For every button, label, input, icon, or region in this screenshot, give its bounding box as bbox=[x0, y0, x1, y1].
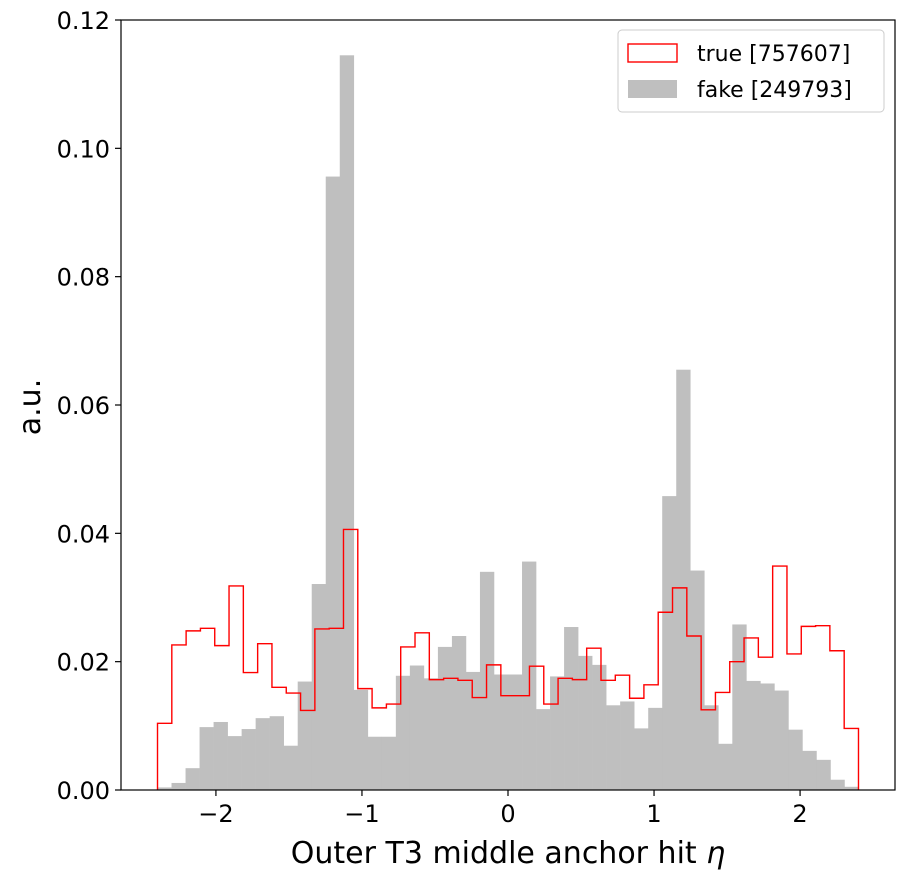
fake-bar bbox=[816, 759, 831, 790]
y-tick-label: 0.04 bbox=[57, 520, 110, 548]
legend-label-true: true [757607] bbox=[697, 42, 850, 67]
fake-bar bbox=[171, 782, 186, 790]
fake-bar bbox=[536, 709, 551, 790]
fake-bar bbox=[227, 736, 242, 790]
fake-bar bbox=[704, 705, 719, 790]
x-tick-label: 1 bbox=[646, 800, 661, 828]
fake-bar bbox=[395, 675, 411, 790]
x-tick-label: 2 bbox=[792, 800, 807, 828]
legend-label-fake: fake [249793] bbox=[697, 78, 852, 103]
fake-bar bbox=[606, 705, 621, 790]
fake-bar bbox=[255, 718, 270, 790]
x-axis-title: Outer T3 middle anchor hit η bbox=[291, 836, 725, 871]
fake-bar bbox=[423, 678, 439, 790]
x-tick-label: −1 bbox=[344, 800, 379, 828]
legend-swatch-true bbox=[627, 43, 678, 63]
fake-bar bbox=[662, 496, 677, 790]
fake-bar bbox=[325, 176, 341, 791]
fake-bar bbox=[465, 671, 481, 790]
fake-bar bbox=[690, 570, 705, 790]
fake-bar bbox=[718, 743, 733, 790]
y-axis-ticks: 0.00 0.02 0.04 0.06 0.08 0.10 0.12 bbox=[57, 7, 121, 805]
fake-bar bbox=[578, 655, 593, 790]
fake-bar bbox=[830, 779, 845, 790]
fake-bar bbox=[788, 729, 803, 790]
y-tick-label: 0.08 bbox=[57, 264, 110, 292]
fake-bar bbox=[157, 787, 172, 790]
legend-swatch-fake bbox=[628, 80, 677, 98]
fake-bar bbox=[367, 736, 383, 790]
fake-bar bbox=[283, 745, 299, 790]
y-tick-label: 0.00 bbox=[57, 777, 110, 805]
fake-bar bbox=[760, 683, 775, 790]
fake-bar bbox=[311, 584, 327, 790]
fake-bar bbox=[269, 716, 284, 790]
fake-bar bbox=[185, 768, 200, 790]
fake-bar bbox=[339, 55, 355, 790]
legend-box bbox=[617, 29, 885, 113]
y-tick-label: 0.12 bbox=[57, 7, 110, 35]
fake-bar bbox=[437, 646, 453, 790]
fake-bar bbox=[297, 681, 313, 790]
fake-bars bbox=[157, 55, 859, 791]
fake-bar bbox=[620, 701, 635, 790]
y-tick-label: 0.02 bbox=[57, 649, 110, 677]
fake-bar bbox=[353, 689, 369, 790]
y-tick-label: 0.10 bbox=[57, 135, 110, 163]
x-axis-ticks: −2 −1 0 1 2 bbox=[198, 790, 808, 828]
fake-bar bbox=[648, 707, 663, 790]
fake-bar bbox=[213, 721, 228, 790]
fake-bar bbox=[844, 786, 859, 790]
fake-bar bbox=[802, 750, 817, 790]
fake-bar bbox=[774, 690, 789, 790]
fake-bar bbox=[676, 369, 691, 790]
fake-bar bbox=[493, 674, 509, 790]
x-axis-title-symbol: η bbox=[706, 836, 725, 871]
fake-bar bbox=[564, 627, 579, 790]
legend: true [757607] fake [249793] bbox=[617, 29, 885, 113]
fake-bar bbox=[381, 736, 397, 790]
y-axis-title: a.u. bbox=[13, 379, 48, 435]
fake-bar bbox=[732, 624, 747, 790]
fake-bar bbox=[199, 727, 214, 790]
fake-bar bbox=[241, 729, 256, 790]
x-tick-label: 0 bbox=[500, 800, 515, 828]
fake-bar bbox=[592, 664, 607, 790]
true-step-line bbox=[156, 528, 860, 790]
fake-bar bbox=[508, 674, 523, 790]
fake-bar bbox=[550, 676, 565, 790]
fake-bar bbox=[409, 665, 425, 790]
y-tick-label: 0.06 bbox=[57, 392, 110, 420]
x-tick-label: −2 bbox=[198, 800, 233, 828]
x-axis-title-text: Outer T3 middle anchor hit bbox=[291, 836, 706, 871]
fake-bar bbox=[451, 636, 467, 790]
fake-bar bbox=[746, 680, 761, 790]
fake-bar bbox=[634, 728, 649, 790]
